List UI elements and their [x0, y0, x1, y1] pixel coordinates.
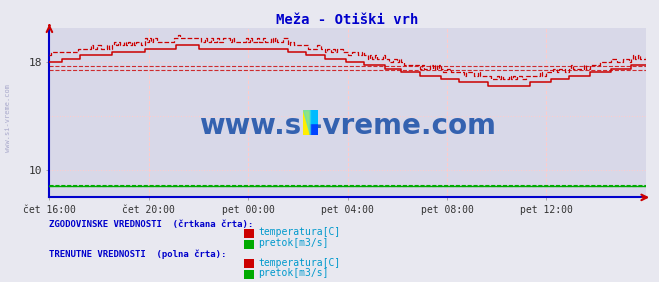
Polygon shape — [303, 110, 310, 135]
Bar — [310, 110, 318, 123]
Bar — [303, 110, 310, 135]
Text: TRENUTNE VREDNOSTI  (polna črta):: TRENUTNE VREDNOSTI (polna črta): — [49, 250, 227, 259]
Text: pretok[m3/s]: pretok[m3/s] — [258, 238, 329, 248]
Text: pretok[m3/s]: pretok[m3/s] — [258, 268, 329, 278]
Text: www.si-vreme.com: www.si-vreme.com — [5, 84, 11, 153]
Text: temperatura[C]: temperatura[C] — [258, 258, 341, 268]
Title: Meža - Otiški vrh: Meža - Otiški vrh — [276, 13, 419, 27]
Text: www.si-vreme.com: www.si-vreme.com — [199, 112, 496, 140]
Text: ZGODOVINSKE VREDNOSTI  (črtkana črta):: ZGODOVINSKE VREDNOSTI (črtkana črta): — [49, 220, 254, 229]
Text: temperatura[C]: temperatura[C] — [258, 228, 341, 237]
Bar — [310, 123, 318, 135]
